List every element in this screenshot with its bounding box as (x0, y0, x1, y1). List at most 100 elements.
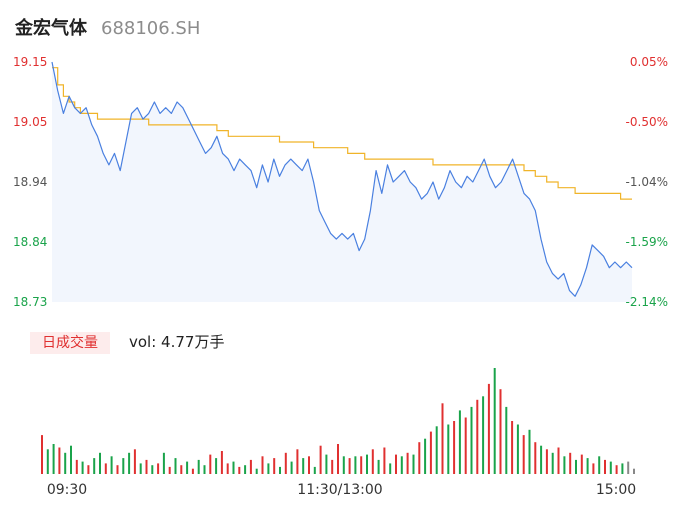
volume-bar (418, 442, 421, 474)
volume-bar (615, 465, 618, 474)
x-tick-label: 15:00 (596, 482, 636, 498)
volume-bar (104, 463, 107, 474)
volume-bar (122, 458, 125, 474)
y-tick-right: -1.04% (626, 175, 668, 189)
volume-bar (464, 417, 467, 474)
volume-bar (633, 468, 635, 474)
volume-bar (505, 406, 508, 474)
volume-bar (627, 461, 630, 474)
volume-bar (429, 431, 432, 474)
volume-bar (337, 444, 339, 474)
volume-bar (557, 447, 560, 474)
volume-bar (151, 465, 154, 474)
volume-bar (203, 465, 206, 474)
volume-bar (534, 442, 537, 474)
volume-bar (52, 444, 55, 474)
volume-bar (511, 421, 514, 474)
volume-bar (360, 456, 363, 474)
volume-bar (87, 465, 90, 474)
volume-bar (348, 458, 351, 474)
volume-bar (238, 466, 241, 474)
volume-bar (447, 424, 450, 474)
y-tick-right: -1.59% (626, 235, 668, 249)
volume-bar (255, 468, 258, 474)
y-tick-left: 18.73 (13, 295, 47, 309)
y-tick-left: 19.05 (13, 115, 47, 129)
volume-bar (244, 465, 247, 474)
volume-bar (580, 454, 583, 474)
y-tick-left: 18.94 (13, 175, 47, 189)
stock-code: 688106.SH (101, 18, 201, 39)
volume-bar (621, 463, 624, 474)
volume-bar (209, 454, 212, 474)
volume-bar (215, 458, 218, 474)
volume-bar (133, 449, 136, 474)
volume-bar (476, 399, 479, 474)
volume-bar (389, 463, 392, 474)
volume-bar (41, 435, 43, 474)
volume-bar (424, 438, 427, 474)
volume-bar (331, 459, 334, 474)
volume-label: vol: 4.77万手 (129, 333, 225, 351)
volume-bar (325, 454, 328, 474)
volume-bar (308, 456, 310, 474)
volume-bar (180, 465, 183, 474)
volume-bar (354, 456, 357, 474)
volume-bar (371, 449, 374, 474)
stock-name: 金宏气体 (15, 18, 87, 39)
volume-bar (186, 461, 189, 474)
volume-bar (81, 461, 84, 474)
price-line (51, 61, 633, 297)
volume-bar (586, 458, 589, 474)
volume-bar (458, 410, 461, 474)
volume-bar (279, 466, 281, 474)
volume-bar (58, 447, 61, 474)
volume-bar (545, 449, 548, 474)
volume-bar (116, 465, 119, 474)
volume-bar (400, 456, 403, 474)
volume-bar (296, 449, 299, 474)
volume-bar (273, 458, 276, 474)
volume-bar (592, 463, 595, 474)
volume-bar (441, 403, 444, 474)
volume-bar (93, 458, 96, 474)
x-tick-label: 09:30 (47, 482, 87, 498)
volume-bar (470, 406, 473, 474)
volume-bar (575, 459, 577, 474)
y-tick-right: -0.50% (626, 115, 668, 129)
volume-bar (499, 389, 502, 474)
x-tick-label: 11:30/13:00 (297, 482, 382, 498)
volume-bar (70, 445, 72, 474)
volume-bar (128, 452, 131, 474)
volume-bar (383, 447, 386, 474)
volume-bar (139, 463, 142, 474)
volume-bar (145, 459, 148, 474)
volume-bar (435, 426, 438, 474)
volume-bar (197, 459, 200, 474)
volume-bar (162, 452, 165, 474)
volume-bar (598, 456, 601, 474)
price-area (52, 62, 632, 302)
volume-bar (64, 452, 67, 474)
volume-bar (528, 429, 531, 474)
volume-bar (482, 396, 485, 474)
volume-bar (453, 421, 456, 474)
volume-bar (168, 466, 171, 474)
volume-badge[interactable]: 日成交量 (30, 332, 110, 354)
y-tick-right: 0.05% (630, 55, 668, 69)
volume-bar (395, 454, 397, 474)
volume-bar (313, 466, 316, 474)
volume-bar (157, 463, 160, 474)
average-price-line (52, 67, 632, 200)
volume-bar (290, 461, 293, 474)
volume-bar (406, 452, 409, 474)
volume-bar (226, 463, 229, 474)
volume-bar (99, 452, 101, 474)
volume-bar (551, 452, 554, 474)
price-chart: 19.15 0.05% 19.05 -0.50% 18.94 -1.04% 18.84 -1.… (13, 55, 668, 309)
volume-bar (110, 456, 113, 474)
volume-bar (540, 445, 543, 474)
volume-bar (412, 454, 415, 474)
volume-bar (522, 435, 525, 474)
volume-bar (487, 383, 490, 474)
